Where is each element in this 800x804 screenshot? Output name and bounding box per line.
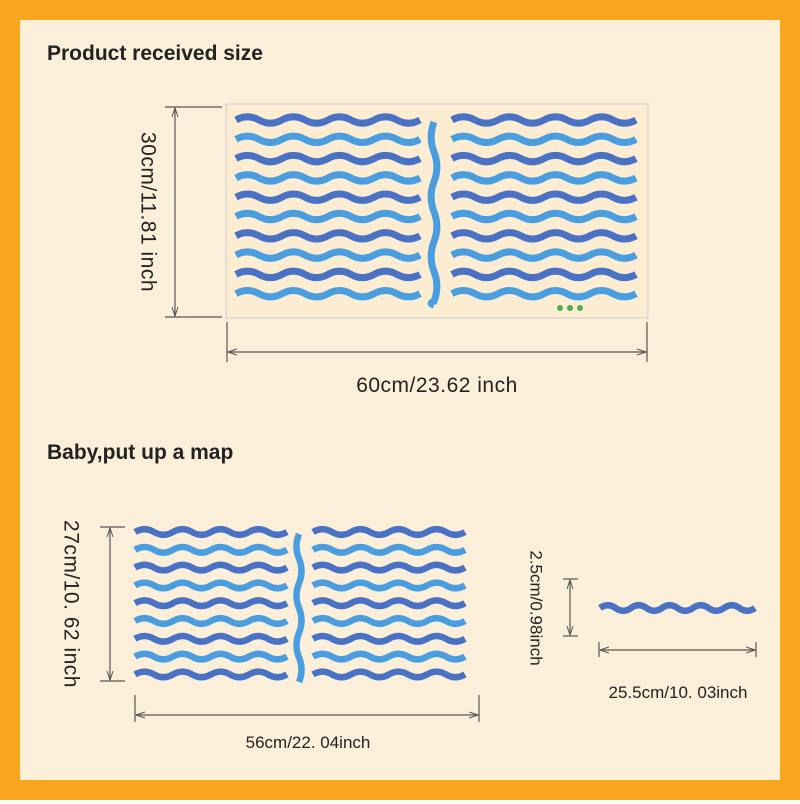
wave [293,532,305,684]
strip-height-label: 2.5cm/0.98inch [527,550,546,665]
wave [234,267,422,282]
wave [133,543,289,556]
height-label: 27cm/10. 62 inch [59,520,82,688]
icon [557,305,563,311]
wave [311,543,467,556]
wave [450,287,638,301]
icon [567,305,573,311]
wave [234,248,422,262]
wave [450,248,638,262]
height-label: 30cm/11.81 inch [136,132,159,292]
wave [133,668,289,681]
wave [133,525,289,539]
strip-width-label: 25.5cm/10. 03inch [609,683,748,702]
wave-pattern [133,525,467,684]
wave [427,120,441,309]
wave [450,171,638,185]
wave [450,267,638,282]
wave-strip [598,601,757,615]
wave [133,650,289,663]
wave [311,668,467,681]
wave [234,190,422,204]
wave [450,132,638,146]
icon [577,305,583,311]
wave [234,113,422,127]
section-title: Product received size [47,42,263,65]
wave [450,209,638,224]
wave [234,132,422,146]
wave [234,229,422,243]
wave [450,190,638,204]
wave [234,287,422,301]
wave [133,561,289,574]
wave [311,525,467,539]
wave [234,151,422,166]
width-label: 56cm/22. 04inch [246,733,371,752]
wave [234,209,422,224]
section-title: Baby,put up a map [47,441,233,464]
wave [450,151,638,166]
wave [311,561,467,574]
wave [311,650,467,663]
wave [450,229,638,243]
wave-pattern [234,113,638,309]
wave [450,113,638,127]
wave [133,632,289,645]
wave [311,597,467,610]
wave [133,614,289,628]
wave [311,579,467,592]
wave [133,597,289,610]
wave [234,171,422,185]
width-label: 60cm/23.62 inch [356,374,518,397]
wave [311,614,467,628]
wave [133,579,289,592]
wave [311,632,467,645]
wave [598,601,757,615]
